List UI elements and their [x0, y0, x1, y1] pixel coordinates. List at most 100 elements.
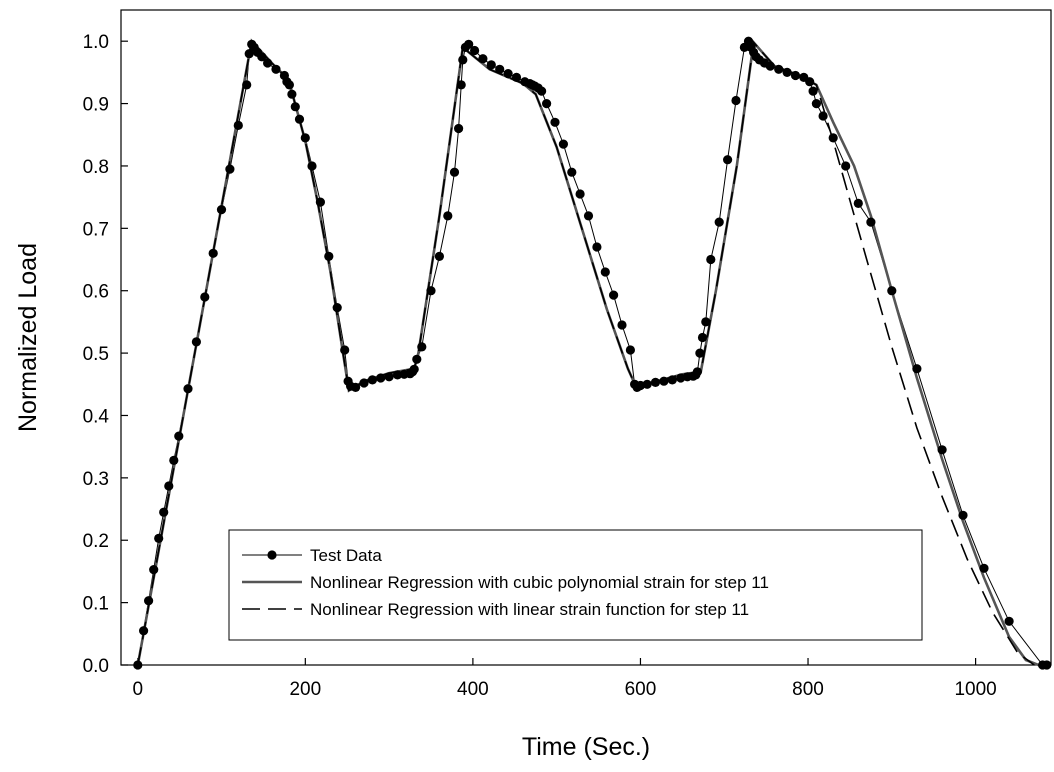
data-point [811, 99, 822, 109]
data-point [315, 197, 325, 207]
legend-item-linear-regression: Nonlinear Regression with linear strain … [242, 600, 749, 619]
data-point [359, 378, 369, 388]
data-point [912, 364, 922, 374]
data-point [1004, 616, 1014, 626]
data-point [242, 80, 252, 90]
data-point [511, 72, 522, 82]
data-point [294, 114, 305, 124]
data-point [650, 377, 661, 387]
legend-marker [267, 550, 277, 560]
data-point [695, 348, 705, 358]
series-line-linear-regression [137, 39, 1035, 666]
data-point [332, 303, 342, 313]
data-point [470, 45, 480, 56]
x-tick-label: 600 [625, 679, 657, 700]
data-point [443, 211, 453, 221]
data-point [233, 120, 243, 130]
x-tick-label: 1000 [954, 679, 996, 700]
y-tick-label: 0.2 [83, 531, 109, 552]
data-point [263, 58, 273, 68]
data-point [244, 49, 254, 59]
data-point [723, 155, 733, 165]
data-point [542, 99, 552, 109]
x-tick-label: 800 [792, 679, 824, 700]
data-point [449, 167, 460, 177]
data-point [617, 320, 627, 330]
data-point [376, 373, 386, 383]
data-point [183, 384, 193, 394]
data-point [958, 510, 968, 520]
data-point [159, 507, 169, 517]
data-point [706, 254, 716, 265]
data-point [828, 133, 838, 143]
y-tick-label: 0.7 [83, 219, 109, 240]
data-point [300, 133, 310, 143]
legend-box [228, 529, 923, 641]
data-point [697, 332, 708, 343]
data-point [417, 342, 427, 352]
data-point [191, 337, 201, 347]
data-point [456, 80, 466, 90]
data-point [144, 596, 154, 606]
y-tick-label: 0.4 [83, 406, 110, 427]
x-axis-title: Time (Sec.) [522, 733, 650, 761]
data-point [464, 39, 474, 49]
y-axis: 0.0 0.1 0.2 0.3 0.4 0.5 0.6 0.7 0.8 0.9 1.0 [83, 32, 128, 677]
data-point [659, 376, 669, 386]
y-tick-label: 0.0 [83, 656, 109, 677]
data-point [790, 70, 801, 81]
y-axis-title: Normalized Load [14, 243, 42, 432]
data-point [887, 286, 897, 296]
series-layer [133, 36, 1052, 670]
data-point [340, 345, 350, 355]
data-point [164, 481, 174, 491]
data-point [139, 626, 149, 636]
legend: Test Data Nonlinear Regression with cubic… [228, 529, 923, 641]
data-point [290, 102, 300, 112]
legend-label: Nonlinear Regression with linear strain … [310, 600, 749, 619]
data-point [667, 375, 677, 385]
data-point [154, 533, 164, 544]
data-point [149, 565, 159, 575]
legend-item-test-data: Test Data [242, 546, 382, 565]
data-point [642, 379, 652, 389]
data-point [458, 55, 468, 65]
y-tick-label: 0.5 [83, 344, 109, 365]
legend-label: Test Data [310, 546, 382, 565]
data-point [550, 117, 560, 127]
data-point [271, 64, 281, 74]
data-point [782, 67, 792, 77]
y-tick-label: 0.3 [83, 469, 109, 490]
data-point [558, 139, 569, 149]
data-point [853, 198, 863, 208]
data-point [937, 445, 947, 455]
data-point [351, 382, 361, 392]
legend-item-cubic-regression: Nonlinear Regression with cubic polynomi… [242, 573, 769, 592]
data-point [805, 77, 815, 87]
data-point [169, 455, 179, 465]
data-point [284, 80, 294, 90]
data-point [701, 317, 711, 327]
data-point [426, 286, 436, 296]
data-point [495, 64, 505, 74]
data-point [412, 354, 422, 364]
data-point [979, 563, 989, 573]
data-point [625, 345, 636, 355]
data-point [434, 251, 444, 261]
x-tick-label: 400 [457, 679, 489, 700]
data-point [257, 52, 267, 62]
data-point [208, 248, 218, 258]
data-point [583, 211, 594, 221]
data-point [818, 111, 828, 121]
data-point [567, 167, 577, 177]
y-tick-label: 0.9 [83, 95, 109, 116]
data-point [731, 95, 741, 106]
data-point [486, 60, 496, 70]
y-tick-label: 0.1 [83, 594, 109, 615]
legend-label: Nonlinear Regression with cubic polynomi… [310, 573, 769, 592]
data-point [454, 123, 464, 134]
data-point [765, 61, 775, 71]
data-point [384, 372, 394, 382]
data-point [714, 217, 724, 227]
